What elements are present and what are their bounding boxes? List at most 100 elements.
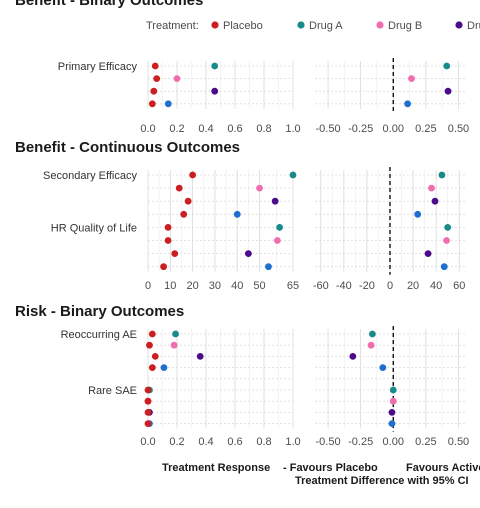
data-point	[173, 75, 181, 82]
data-point	[175, 184, 183, 192]
data-point	[271, 197, 279, 205]
data-point	[160, 263, 168, 271]
data-point	[144, 397, 152, 405]
row-label: Secondary Efficacy	[43, 170, 137, 182]
data-point	[276, 224, 284, 231]
data-point	[388, 420, 396, 427]
data-point	[431, 197, 439, 205]
data-point	[367, 341, 375, 349]
data-point	[414, 210, 422, 218]
x-tick-label: -0.50	[316, 123, 341, 135]
x-tick-label: 60	[453, 280, 465, 292]
data-point	[443, 237, 450, 244]
x-tick-label: -0.25	[348, 436, 373, 448]
data-point	[404, 100, 412, 108]
data-point	[196, 353, 204, 360]
x-tick-label: 0.4	[198, 123, 213, 135]
panel-5: -0.50 -0.25 0.00 0.25 0.50	[315, 326, 469, 448]
panel-3: -60 -40 -20 0 20 40 60	[313, 167, 465, 292]
data-point	[153, 75, 161, 82]
section-title-benefit-binary: Benefit - Binary Outcomes	[15, 0, 203, 9]
x-tick-label: 65	[287, 280, 299, 292]
x-tick-label: -60	[313, 280, 329, 292]
x-tick-label: 0.2	[169, 123, 184, 135]
x-tick-label: 50	[253, 280, 265, 292]
data-point	[389, 397, 397, 405]
x-tick-label: 20	[407, 280, 419, 292]
x-tick-label: -0.50	[316, 436, 341, 448]
panel-0: 0.0 0.2 0.4 0.6 0.8 1.0 Primary Efficacy	[58, 61, 301, 135]
data-point	[440, 263, 448, 271]
legend-label-drug-c: Drug C	[467, 20, 480, 32]
data-point	[438, 171, 446, 179]
data-point	[160, 364, 168, 371]
data-point	[164, 237, 172, 244]
x-tick-label: 20	[186, 280, 198, 292]
row-label: Reoccurring AE	[61, 329, 137, 341]
x-tick-label: 0.8	[256, 436, 271, 448]
x-tick-label: 0	[387, 280, 393, 292]
footer: Treatment Response - Favours Placebo Fav…	[162, 462, 480, 487]
x-tick-label: 0.2	[169, 436, 184, 448]
data-point	[148, 100, 156, 108]
data-point	[148, 364, 156, 371]
data-point	[170, 341, 178, 349]
data-point	[273, 237, 281, 244]
data-point	[164, 224, 172, 231]
data-point	[368, 330, 376, 338]
x-tick-label: 1.0	[285, 123, 300, 135]
data-point	[244, 250, 252, 257]
x-tick-label: 0.6	[227, 123, 242, 135]
data-point	[388, 409, 396, 416]
data-point	[211, 62, 219, 70]
x-tick-label: 0	[145, 280, 151, 292]
data-point	[211, 87, 219, 95]
x-tick-label: 0.0	[140, 436, 155, 448]
data-point	[151, 353, 159, 360]
row-label: Primary Efficacy	[58, 61, 138, 73]
x-tick-label: 0.00	[383, 123, 404, 135]
x-tick-label: 0.50	[448, 436, 469, 448]
legend-swatch-drug-c	[455, 21, 463, 29]
x-tick-label: 0.4	[198, 436, 213, 448]
data-point	[146, 341, 153, 349]
legend-swatch-drug-b	[376, 21, 384, 29]
legend-swatch-placebo	[211, 21, 219, 29]
legend-label-drug-a: Drug A	[309, 20, 343, 32]
data-point	[443, 62, 451, 70]
x-tick-label: 10	[164, 280, 176, 292]
legend-swatch-drug-a	[297, 21, 305, 29]
x-tick-label: 0.00	[383, 436, 404, 448]
panel-1: -0.50 -0.25 0.00 0.25 0.50	[315, 58, 469, 135]
section-title-risk-binary: Risk - Binary Outcomes	[15, 303, 184, 320]
row-label: Rare SAE	[88, 385, 137, 397]
panel-2: 0 10 20 30 40 50 65 Secondary Efficacy HR Qualit…	[43, 170, 299, 292]
data-point	[150, 87, 158, 95]
x-tick-label: 30	[209, 280, 221, 292]
legend-label-placebo: Placebo	[223, 20, 263, 32]
x-tick-label: 0.0	[140, 123, 155, 135]
data-point	[379, 364, 387, 371]
footer-favours-placebo: - Favours Placebo	[283, 462, 378, 474]
legend: Treatment: Placebo Drug A Drug B Drug C	[146, 20, 480, 32]
data-point	[184, 197, 192, 205]
data-point	[349, 353, 357, 360]
data-point	[172, 330, 179, 338]
footer-favours-active: Favours Active	[406, 462, 480, 474]
data-point	[148, 330, 156, 338]
x-tick-label: 40	[430, 280, 442, 292]
data-point	[171, 250, 179, 257]
x-tick-label: 0.8	[256, 123, 271, 135]
section-title-benefit-continuous: Benefit - Continuous Outcomes	[15, 139, 240, 156]
data-point	[180, 210, 188, 218]
data-point	[424, 250, 432, 257]
data-point	[428, 184, 435, 192]
data-point	[189, 171, 197, 179]
x-tick-label: -0.25	[348, 123, 373, 135]
data-point	[233, 210, 241, 218]
footer-difference-caption: Treatment Difference with 95% CI	[295, 475, 469, 487]
x-tick-label: 0.25	[415, 123, 436, 135]
x-tick-label: 40	[231, 280, 243, 292]
